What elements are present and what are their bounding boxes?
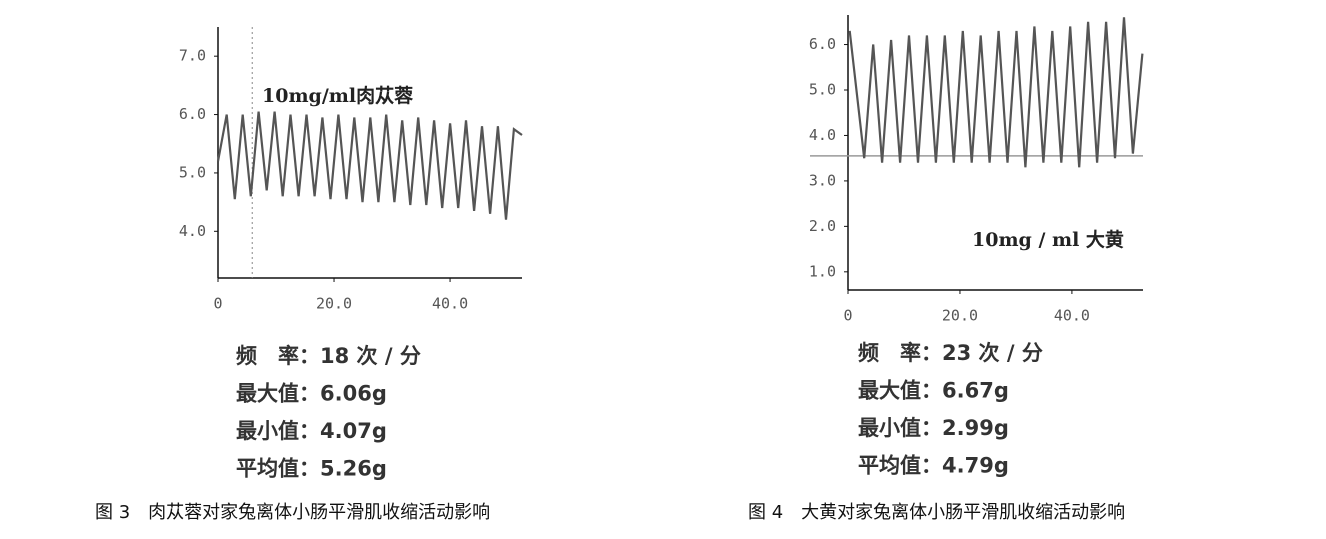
stat-line: 最小值：2.99g <box>858 416 1009 440</box>
annotation: 10mg/ml肉苁蓉 <box>262 84 413 107</box>
y-tick-label: 5.0 <box>809 81 836 99</box>
caption: 图 3 肉苁蓉对家兔离体小肠平滑肌收缩活动影响 <box>95 502 490 523</box>
stat-line: 最小值：4.07g <box>236 419 387 443</box>
stat-line: 频 率：18 次 / 分 <box>236 344 421 368</box>
y-tick-label: 4.0 <box>809 126 836 144</box>
x-tick-label: 40.0 <box>1054 307 1090 325</box>
stat-line: 最大值：6.67g <box>858 379 1009 403</box>
caption: 图 4 大黄对家兔离体小肠平滑肌收缩活动影响 <box>748 502 1125 523</box>
x-tick-label: 0 <box>843 307 852 325</box>
stat-line: 平均值：4.79g <box>858 454 1009 478</box>
y-tick-label: 2.0 <box>809 217 836 235</box>
x-tick-label: 0 <box>213 295 222 313</box>
trace <box>216 111 523 220</box>
x-tick-label: 20.0 <box>942 307 978 325</box>
stat-line: 最大值：6.06g <box>236 382 387 406</box>
stat-line: 平均值：5.26g <box>236 457 387 481</box>
y-tick-label: 3.0 <box>809 171 836 189</box>
annotation: 10mg / ml 大黄 <box>972 228 1124 251</box>
y-tick-label: 6.0 <box>179 105 206 123</box>
y-tick-label: 5.0 <box>179 163 206 181</box>
y-tick-label: 6.0 <box>809 35 836 53</box>
trace <box>848 17 1144 168</box>
stat-line: 频 率：23 次 / 分 <box>858 341 1043 365</box>
y-tick-label: 1.0 <box>809 262 836 280</box>
y-tick-label: 7.0 <box>179 47 206 65</box>
x-tick-label: 20.0 <box>316 295 352 313</box>
y-tick-label: 4.0 <box>179 222 206 240</box>
x-tick-label: 40.0 <box>432 295 468 313</box>
